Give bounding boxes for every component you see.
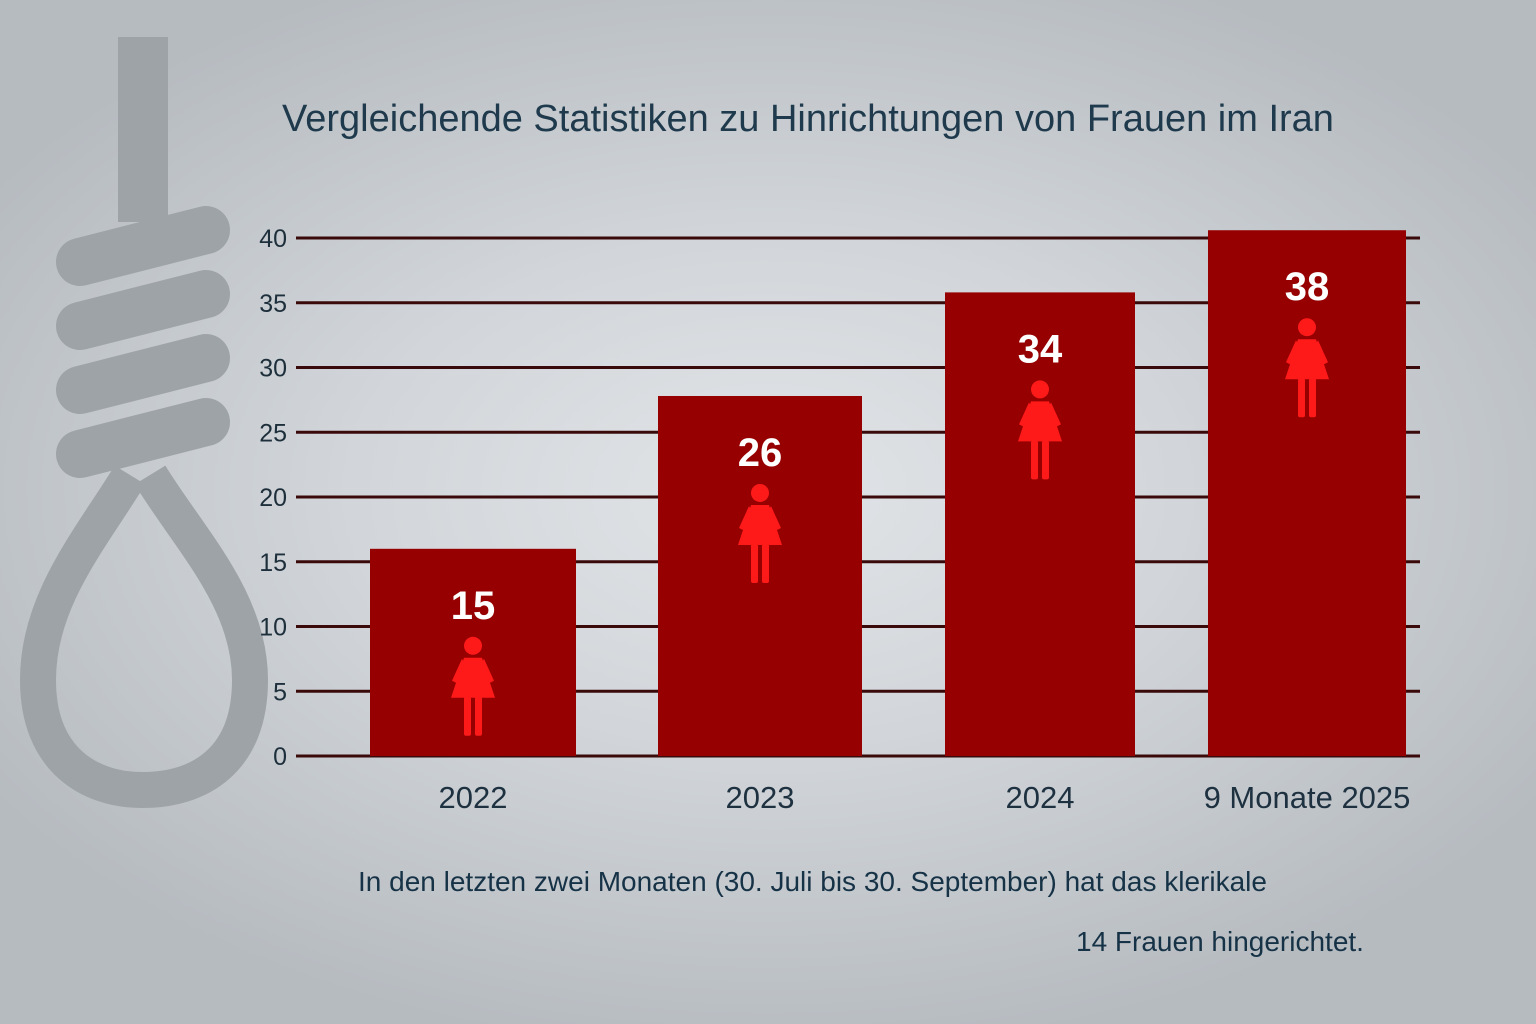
chart-title: Vergleichende Statistiken zu Hinrichtung… [282,98,1334,140]
y-tick-label: 30 [259,355,287,383]
bar-2023 [658,395,862,756]
x-category-label: 2024 [1006,780,1075,815]
y-tick-label: 0 [273,743,287,771]
x-category-label: 9 Monate 2025 [1204,780,1411,815]
y-tick-label: 40 [259,225,287,253]
y-tick-label: 25 [259,419,287,447]
bar-9-monate-2025 [1208,230,1406,757]
y-tick-label: 35 [259,290,287,318]
woman-icon [451,636,495,736]
x-category-label: 2023 [726,780,795,815]
bar-value-label: 26 [738,431,783,475]
woman-icon [1285,318,1329,418]
noose-coils [56,206,230,478]
bar-2024 [945,292,1135,756]
x-category-label: 2022 [439,780,508,815]
bar-value-label: 38 [1285,265,1330,309]
bar-value-label: 34 [1018,327,1063,371]
woman-icon [738,483,782,583]
caption-line-1: In den letzten zwei Monaten (30. Juli bi… [358,866,1267,897]
x-axis-categories: 2022 2023 2024 9 Monate 2025 [439,780,1411,815]
bars: 15 26 34 38 [370,230,1406,757]
y-tick-label: 5 [273,678,287,706]
y-tick-label: 20 [259,484,287,512]
y-tick-label: 10 [259,614,287,642]
y-tick-label: 15 [259,549,287,577]
noose-loop [19,465,269,809]
woman-icon [1018,380,1062,480]
bar-value-label: 15 [451,584,496,628]
noose-rope [118,37,168,222]
caption-line-2: 14 Frauen hingerichtet. [1076,926,1364,957]
y-axis-ticks: 0 5 10 15 20 25 30 35 40 [259,225,287,771]
